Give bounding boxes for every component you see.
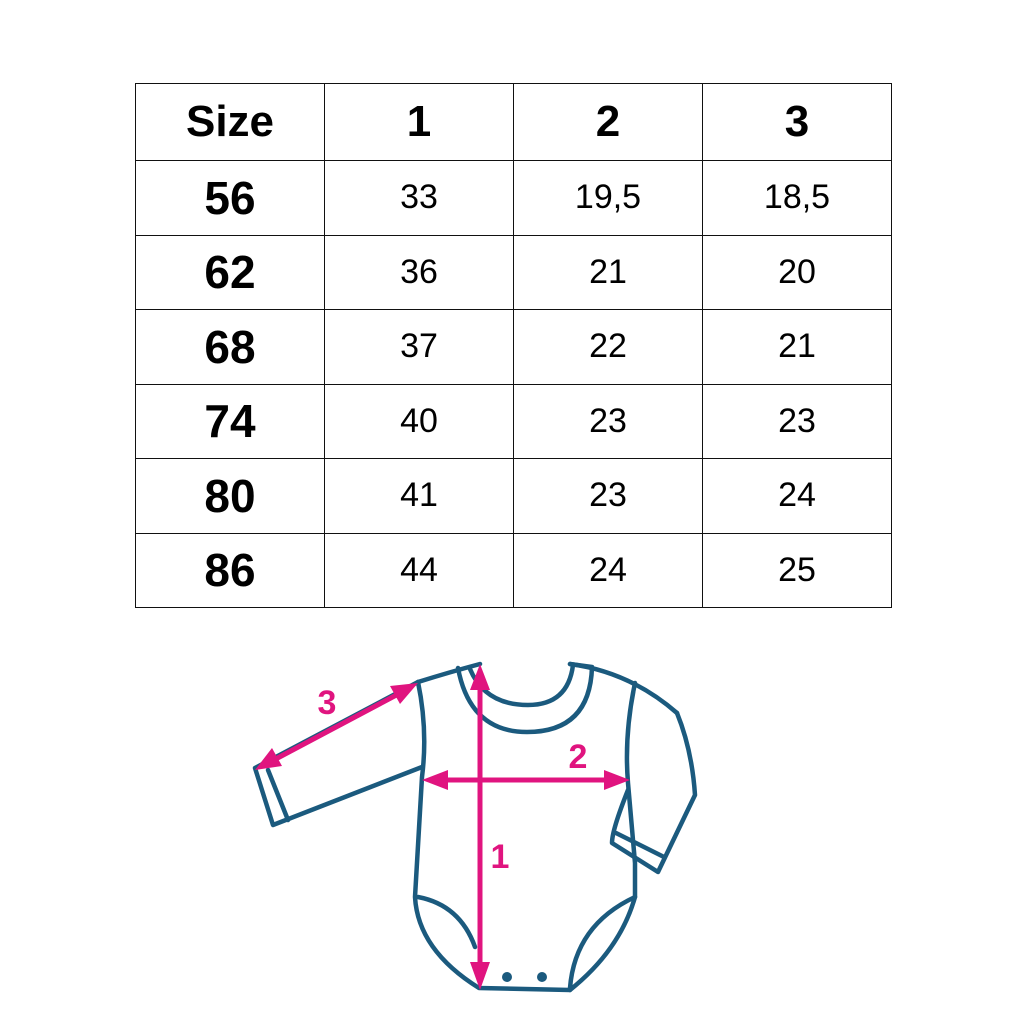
left-cuff bbox=[265, 767, 291, 823]
collar-outer bbox=[455, 661, 595, 735]
measurement-cell: 23 bbox=[702, 383, 892, 459]
measurement-cell: 25 bbox=[702, 532, 892, 608]
measurement-cell: 21 bbox=[702, 309, 892, 385]
measurement-cell: 36 bbox=[324, 234, 514, 310]
measurement-cell: 41 bbox=[324, 458, 514, 534]
arrowhead bbox=[255, 748, 282, 770]
measurement-cell: 37 bbox=[324, 309, 514, 385]
right-sleeve bbox=[609, 710, 698, 875]
measurement-cell: 40 bbox=[324, 383, 514, 459]
table-row: 68 37 22 21 bbox=[135, 309, 892, 385]
snap-button bbox=[537, 972, 547, 982]
arrowhead bbox=[470, 962, 490, 990]
sleeve-arrow bbox=[270, 689, 404, 764]
measurement-cell: 23 bbox=[513, 458, 703, 534]
right-leg-opening bbox=[567, 894, 638, 991]
table-row: 74 40 23 23 bbox=[135, 383, 892, 459]
header-1: 1 bbox=[324, 83, 514, 161]
header-size: Size bbox=[135, 83, 325, 161]
arrowhead bbox=[470, 664, 490, 690]
size-cell: 62 bbox=[135, 234, 325, 310]
chest-label: 2 bbox=[569, 738, 588, 776]
table-header-row: Size 1 2 3 bbox=[135, 83, 892, 161]
arrowhead bbox=[422, 770, 448, 790]
measurement-cell: 24 bbox=[513, 532, 703, 608]
body-left bbox=[412, 679, 573, 993]
length-label: 1 bbox=[491, 838, 510, 876]
table-row: 86 44 24 25 bbox=[135, 532, 892, 608]
table-row: 62 36 21 20 bbox=[135, 234, 892, 310]
table-row: 80 41 23 24 bbox=[135, 458, 892, 534]
size-cell: 68 bbox=[135, 309, 325, 385]
right-cuff bbox=[613, 830, 667, 860]
arrowhead bbox=[390, 683, 418, 704]
header-2: 2 bbox=[513, 83, 703, 161]
snap-button bbox=[502, 972, 512, 982]
body-right bbox=[567, 680, 638, 993]
measure-arrows bbox=[255, 664, 630, 990]
measurement-cell: 24 bbox=[702, 458, 892, 534]
measurement-cell: 33 bbox=[324, 160, 514, 236]
measurement-cell: 21 bbox=[513, 234, 703, 310]
size-table: Size 1 2 3 56 33 19,5 18,5 62 36 21 20 68 37 22 21 7… bbox=[135, 83, 892, 608]
sleeve-label: 3 bbox=[318, 684, 337, 722]
size-cell: 86 bbox=[135, 532, 325, 608]
table-row: 56 33 19,5 18,5 bbox=[135, 160, 892, 236]
measurement-cell: 44 bbox=[324, 532, 514, 608]
arrowhead bbox=[604, 770, 630, 790]
left-leg-opening bbox=[415, 894, 478, 950]
header-3: 3 bbox=[702, 83, 892, 161]
size-cell: 80 bbox=[135, 458, 325, 534]
size-cell: 74 bbox=[135, 383, 325, 459]
measurement-cell: 18,5 bbox=[702, 160, 892, 236]
measurement-cell: 20 bbox=[702, 234, 892, 310]
